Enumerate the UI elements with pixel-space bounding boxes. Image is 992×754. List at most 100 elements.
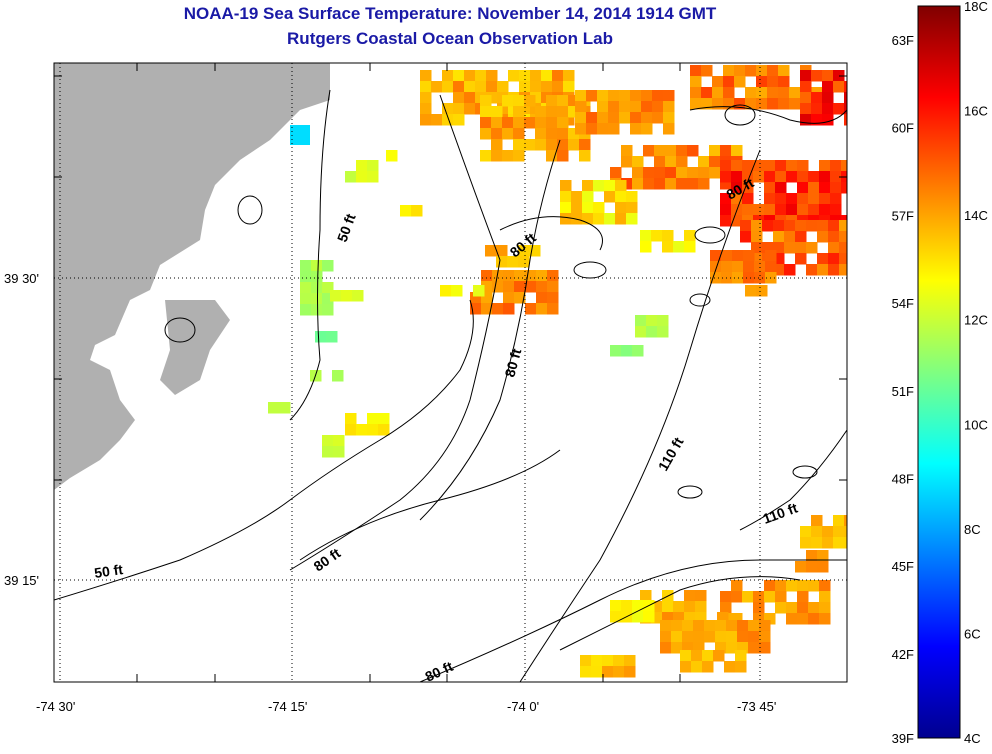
sst-cell [486,70,498,82]
sst-cell [352,290,364,302]
colorbar-c-label: 14C [964,208,988,223]
sst-cell [797,591,809,603]
sst-cell [322,282,334,294]
sst-cell [690,87,702,99]
sst-cell [808,613,820,625]
sst-cell [731,215,743,227]
sst-cell [330,290,342,302]
colorbar-f-label: 42F [892,647,914,662]
sst-cell [356,424,368,436]
sst-cell [300,282,312,294]
sst-cell [819,580,831,592]
sst-cell [502,117,514,129]
sst-cell [710,250,722,262]
sst-cell [830,171,842,183]
sst-cell [497,81,509,93]
sst-cell [721,261,733,273]
sst-cell [621,145,633,157]
sst-cell [808,602,820,614]
sst-cell [502,95,514,107]
sst-cell [764,193,776,205]
sst-cell [624,655,636,667]
sst-cell [635,315,647,327]
sst-cell [513,150,525,162]
sst-cell [535,139,547,151]
sst-cell [742,171,754,183]
sst-cell [720,591,732,603]
sst-cell [519,81,531,93]
sst-cell [485,245,497,257]
sst-cell [800,114,812,126]
sst-cell [844,526,847,538]
sst-cell [759,642,771,654]
sst-cell [300,271,312,283]
sst-cell [701,87,713,99]
sst-cell [693,620,705,632]
sst-cell [797,171,809,183]
sst-cell [641,101,653,113]
sst-cell [643,178,655,190]
sst-cell [535,128,547,140]
sst-cell [709,156,721,168]
sst-cell [593,213,605,225]
sst-cell [701,65,713,77]
sst-cell [775,591,787,603]
sst-cell [632,600,644,612]
sst-cell [762,220,774,232]
sst-cell [852,160,864,172]
sst-cell [608,90,620,102]
sst-cell [503,270,515,282]
sst-cell [652,112,664,124]
sst-cell [753,591,765,603]
sst-cell [743,261,755,273]
sst-cell [811,103,823,115]
sst-cell [841,182,847,194]
sst-cell [662,241,674,253]
sst-cell [300,293,312,305]
sst-cell [643,167,655,179]
sst-cell [720,178,732,190]
sst-cell [797,602,809,614]
sst-cell [431,114,443,126]
sst-cell [652,101,664,113]
sst-cell [800,526,812,538]
sst-cell [839,264,847,276]
sst-cell [756,76,768,88]
contour-label: 110 ft [761,499,800,526]
sst-cell [665,145,677,157]
sst-cell [684,230,696,242]
sst-cell [702,661,714,673]
sst-cell [525,281,537,293]
sst-cell [828,231,840,243]
sst-cell [734,65,746,77]
sst-cell [811,515,823,527]
sst-cell [586,123,598,135]
sst-cell [764,171,776,183]
sst-cell [833,537,845,549]
sst-cell [742,193,754,205]
sst-cell [535,117,547,129]
sst-cell [560,202,572,214]
sst-cell [481,281,493,293]
colorbar-f-label: 54F [892,296,914,311]
sst-cell [442,81,454,93]
sst-cell [575,90,587,102]
sst-cell [800,103,812,115]
sst-cell [833,103,845,115]
sst-cell [541,70,553,82]
colorbar-c-label: 18C [964,0,988,14]
sst-cell [643,145,655,157]
sst-cell [640,241,652,253]
sst-cell [640,230,652,242]
sst-cell [852,215,864,227]
sst-cell [502,128,514,140]
sst-cell [367,413,379,425]
sst-cell [563,70,575,82]
sst-cell [345,424,357,436]
sst-cell [442,70,454,82]
sst-cell [593,180,605,192]
sst-cell [751,253,763,265]
sst-cell [715,620,727,632]
sst-cell [604,180,616,192]
sst-cell [731,580,743,592]
